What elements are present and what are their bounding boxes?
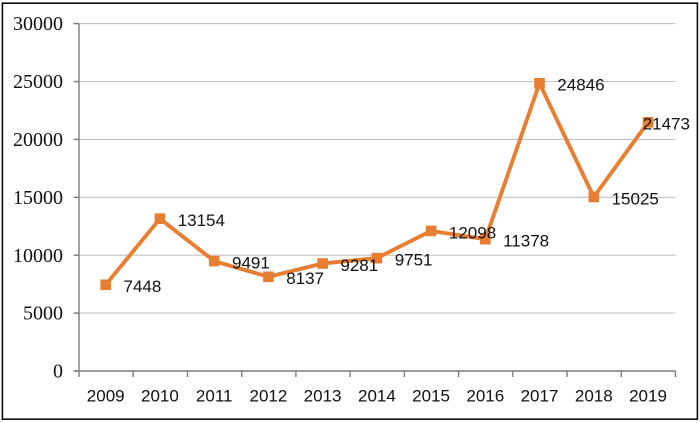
- svg-text:0: 0: [53, 361, 63, 383]
- svg-text:30000: 30000: [13, 13, 63, 35]
- svg-text:24846: 24846: [557, 76, 604, 95]
- svg-text:12098: 12098: [449, 223, 496, 242]
- svg-text:8137: 8137: [286, 269, 324, 288]
- svg-text:2016: 2016: [466, 387, 504, 406]
- svg-text:2011: 2011: [196, 387, 233, 406]
- svg-text:13154: 13154: [178, 211, 225, 230]
- svg-text:25000: 25000: [13, 71, 63, 93]
- svg-text:15025: 15025: [612, 189, 659, 208]
- svg-text:15000: 15000: [13, 187, 63, 209]
- svg-text:20000: 20000: [13, 129, 63, 151]
- svg-text:2014: 2014: [358, 387, 396, 406]
- svg-text:2019: 2019: [629, 387, 667, 406]
- svg-text:9751: 9751: [395, 251, 433, 270]
- svg-text:5000: 5000: [23, 303, 63, 325]
- svg-text:2017: 2017: [521, 387, 559, 406]
- svg-text:2013: 2013: [304, 387, 342, 406]
- svg-text:21473: 21473: [643, 115, 690, 134]
- svg-text:2018: 2018: [575, 387, 613, 406]
- svg-text:2015: 2015: [412, 387, 450, 406]
- svg-text:2009: 2009: [87, 387, 125, 406]
- svg-text:10000: 10000: [13, 245, 63, 267]
- svg-text:9491: 9491: [232, 254, 270, 273]
- svg-text:9281: 9281: [340, 256, 378, 275]
- svg-text:11378: 11378: [503, 232, 549, 251]
- svg-text:7448: 7448: [124, 277, 162, 296]
- svg-text:2012: 2012: [249, 387, 287, 406]
- svg-text:2010: 2010: [141, 387, 179, 406]
